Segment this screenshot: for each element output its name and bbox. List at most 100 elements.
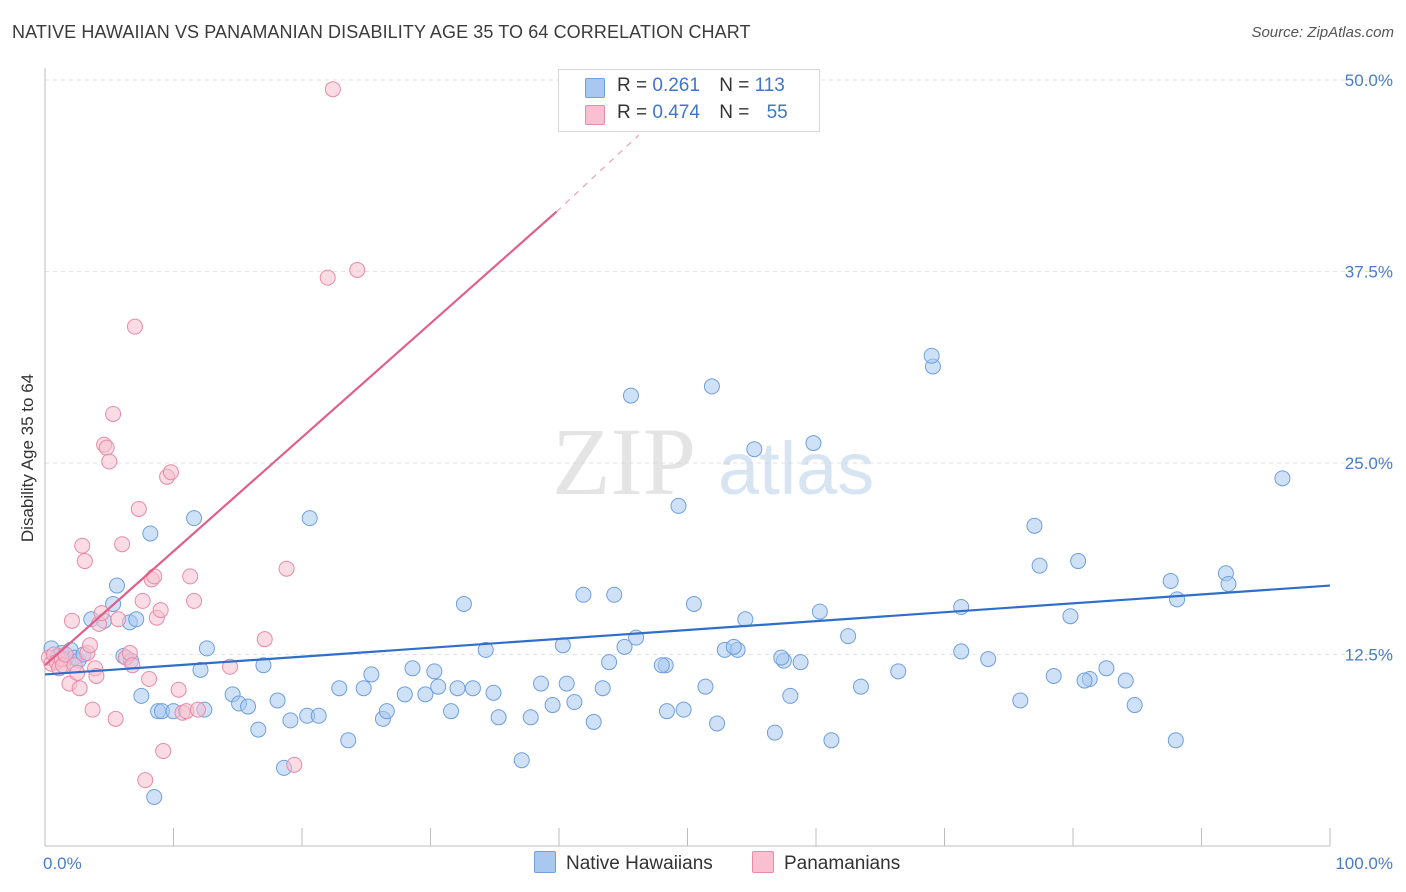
- point-panamanian: [256, 631, 273, 648]
- point-native-hawaiian: [685, 595, 702, 612]
- bottom-legend-label: Panamanians: [784, 853, 901, 874]
- point-native-hawaiian: [1098, 660, 1115, 677]
- point-native-hawaiian: [544, 697, 561, 714]
- point-native-hawaiian: [485, 684, 502, 701]
- point-native-hawaiian: [575, 586, 592, 603]
- point-native-hawaiian: [566, 693, 583, 710]
- point-native-hawaiian: [449, 680, 466, 697]
- point-native-hawaiian: [709, 715, 726, 732]
- point-native-hawaiian: [805, 435, 822, 452]
- point-native-hawaiian: [725, 638, 742, 655]
- y-tick-label: 25.0%: [1345, 454, 1393, 473]
- point-native-hawaiian: [746, 441, 763, 458]
- point-native-hawaiian: [363, 666, 380, 683]
- point-native-hawaiian: [675, 701, 692, 718]
- point-native-hawaiian: [430, 678, 447, 695]
- point-native-hawaiian: [823, 732, 840, 749]
- point-native-hawaiian: [1045, 667, 1062, 684]
- point-panamanian: [186, 592, 203, 609]
- point-native-hawaiian: [1070, 553, 1087, 570]
- point-native-hawaiian: [301, 510, 318, 527]
- point-panamanian: [93, 605, 110, 622]
- point-native-hawaiian: [426, 663, 443, 680]
- point-native-hawaiian: [923, 347, 940, 364]
- point-native-hawaiian: [522, 709, 539, 726]
- point-panamanian: [101, 453, 118, 470]
- watermark: ZIP atlas: [552, 408, 874, 515]
- point-native-hawaiian: [282, 712, 299, 729]
- axes: [44, 68, 1331, 847]
- legend-n-label: N =: [719, 102, 755, 123]
- point-panamanian: [76, 553, 93, 570]
- point-native-hawaiian: [622, 387, 639, 404]
- point-native-hawaiian: [1076, 672, 1093, 689]
- point-native-hawaiian: [1026, 517, 1043, 534]
- point-native-hawaiian: [1012, 692, 1029, 709]
- point-native-hawaiian: [1031, 557, 1048, 574]
- point-panamanian: [134, 592, 151, 609]
- legend-r-value: 0.261: [652, 75, 700, 96]
- point-native-hawaiian: [533, 675, 550, 692]
- point-native-hawaiian: [490, 709, 507, 726]
- point-native-hawaiian: [585, 713, 602, 730]
- point-native-hawaiian: [417, 686, 434, 703]
- watermark-atlas: atlas: [718, 427, 874, 510]
- trend-line-panamanians-extrapolated: [556, 134, 640, 213]
- legend-swatch-blue: [585, 78, 605, 98]
- point-panamanian: [130, 500, 147, 517]
- point-native-hawaiian: [255, 657, 272, 674]
- point-panamanian: [71, 680, 88, 697]
- point-panamanian: [182, 568, 199, 585]
- point-panamanian: [98, 439, 115, 456]
- point-native-hawaiian: [192, 661, 209, 678]
- point-native-hawaiian: [1220, 576, 1237, 593]
- bottom-legend-swatch-pink: [752, 851, 774, 873]
- point-native-hawaiian: [443, 703, 460, 720]
- point-panamanian: [349, 261, 366, 278]
- data-points: [40, 81, 1291, 805]
- point-native-hawaiian: [558, 675, 575, 692]
- bottom-legend-label: Native Hawaiians: [566, 853, 713, 874]
- point-native-hawaiian: [310, 707, 327, 724]
- point-native-hawaiian: [1117, 672, 1134, 689]
- point-native-hawaiian: [703, 378, 720, 395]
- legend-r-value: 0.474: [652, 102, 700, 123]
- point-native-hawaiian: [616, 638, 633, 655]
- point-native-hawaiian: [697, 678, 714, 695]
- point-native-hawaiian: [133, 687, 150, 704]
- point-native-hawaiian: [658, 703, 675, 720]
- y-tick-label: 12.5%: [1345, 646, 1393, 665]
- point-panamanian: [81, 637, 98, 654]
- legend-r-label: R =: [617, 75, 653, 96]
- point-native-hawaiian: [355, 680, 372, 697]
- point-panamanian: [162, 464, 179, 481]
- point-native-hawaiian: [1126, 697, 1143, 714]
- point-panamanian: [114, 536, 131, 553]
- point-native-hawaiian: [594, 680, 611, 697]
- point-native-hawaiian: [108, 577, 125, 594]
- point-native-hawaiian: [737, 611, 754, 628]
- point-panamanian: [155, 743, 172, 760]
- watermark-zip: ZIP: [552, 408, 696, 515]
- legend-r-label: R =: [617, 102, 653, 123]
- point-panamanian: [222, 658, 239, 675]
- point-native-hawaiian: [773, 649, 790, 666]
- point-panamanian: [141, 671, 158, 688]
- point-native-hawaiian: [766, 724, 783, 741]
- point-panamanian: [84, 701, 101, 718]
- point-native-hawaiian: [240, 698, 257, 715]
- point-panamanian: [107, 710, 124, 727]
- source-label: Source: ZipAtlas.com: [1251, 24, 1394, 41]
- point-panamanian: [124, 657, 141, 674]
- legend-n-value: 55: [766, 102, 788, 123]
- point-native-hawaiian: [396, 686, 413, 703]
- point-native-hawaiian: [250, 721, 267, 738]
- point-native-hawaiian: [1162, 572, 1179, 589]
- point-native-hawaiian: [980, 651, 997, 668]
- point-native-hawaiian: [1169, 591, 1186, 608]
- point-native-hawaiian: [269, 692, 286, 709]
- legend-n-label: N =: [719, 75, 755, 96]
- point-native-hawaiian: [792, 654, 809, 671]
- bottom-legend-panamanians: Panamanians: [752, 851, 900, 875]
- point-native-hawaiian: [606, 586, 623, 603]
